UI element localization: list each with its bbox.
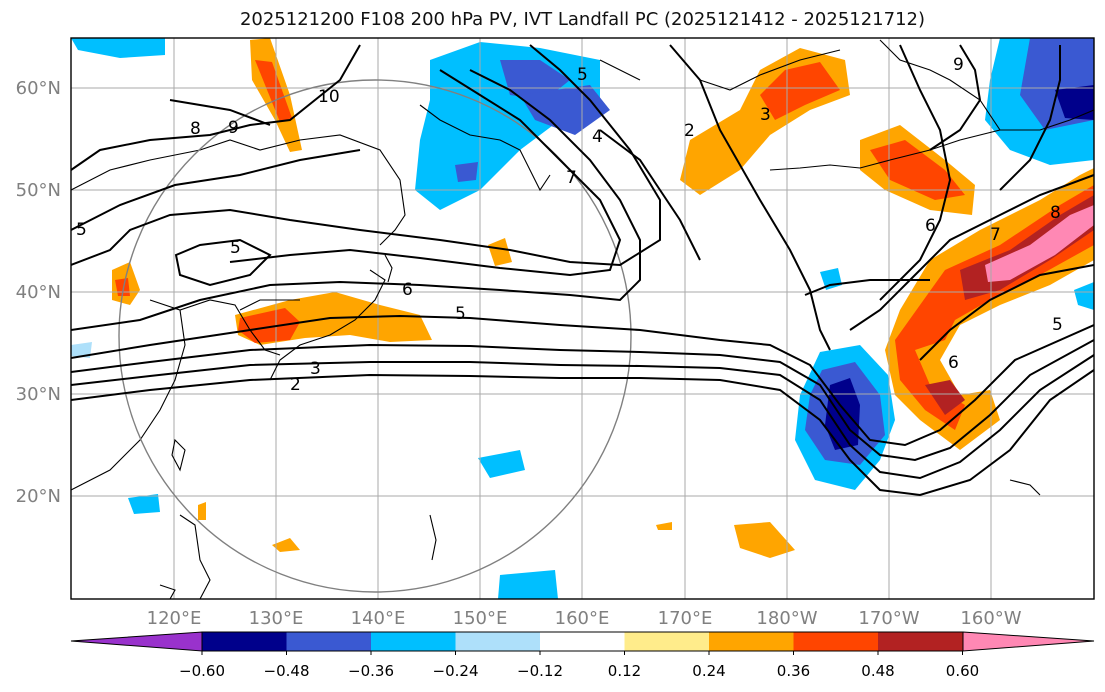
lat-label: 60°N [16, 78, 61, 99]
contour-label: 8 [1050, 203, 1061, 223]
contour-label: 4 [592, 127, 603, 147]
lat-label: 30°N [16, 384, 61, 405]
lon-label: 150°E [453, 608, 508, 629]
contour-label: 5 [76, 220, 87, 240]
lat-label: 20°N [16, 486, 61, 507]
contour-label: 3 [760, 105, 771, 125]
lon-label: 140°E [351, 608, 406, 629]
contour-label-layer: 10 9 8 2 3 4 5 6 7 3 2 5 6 5 5 6 7 8 9 5 [76, 55, 1063, 395]
lon-axis-labels: 120°E 130°E 140°E 150°E 160°E 170°E 180°… [147, 608, 1022, 629]
lon-label: 130°E [249, 608, 304, 629]
coastlines [71, 39, 1094, 599]
lon-label: 160°W [960, 608, 1021, 629]
colorbar-extend-high [962, 631, 1095, 652]
contour-label: 10 [318, 87, 340, 107]
lat-axis-labels: 60°N 50°N 40°N 30°N 20°N [16, 78, 61, 507]
lon-label: 170°W [858, 608, 919, 629]
colorbar-tick-labels: −0.60 −0.48 −0.36 −0.24 −0.12 0.12 0.24 … [179, 662, 979, 680]
colorbar-tick-label: −0.60 [179, 662, 225, 680]
contour-label: 2 [684, 121, 695, 141]
colorbar-tick-label: 0.36 [777, 662, 810, 680]
lon-label: 160°E [555, 608, 610, 629]
contour-label: 3 [310, 359, 321, 379]
colorbar-tick-label: −0.24 [433, 662, 479, 680]
map-frame [70, 37, 1095, 600]
contour-label: 7 [566, 168, 577, 188]
contour-label: 9 [953, 55, 964, 75]
contour-label: 6 [402, 280, 413, 300]
colorbar: −0.60 −0.48 −0.36 −0.24 −0.12 0.12 0.24 … [70, 631, 1095, 680]
contour-label: 5 [455, 304, 466, 324]
figure-title: 2025121200 F108 200 hPa PV, IVT Landfall… [239, 9, 926, 30]
contour-label: 2 [290, 375, 301, 395]
colorbar-tick-label: 0.24 [692, 662, 725, 680]
landfall-region-circle [118, 79, 632, 593]
lat-label: 40°N [16, 282, 61, 303]
contour-label: 5 [577, 65, 588, 85]
contour-label: 7 [990, 225, 1001, 245]
height-contours [71, 44, 1094, 497]
lon-label: 120°E [147, 608, 202, 629]
contour-label: 9 [228, 118, 239, 138]
lon-label: 170°E [658, 608, 713, 629]
contour-label: 8 [190, 119, 201, 139]
colorbar-tick-label: 0.60 [946, 662, 979, 680]
contour-label: 5 [1052, 315, 1063, 335]
colorbar-tick-label: −0.48 [264, 662, 310, 680]
colorbar-tick-label: 0.48 [861, 662, 894, 680]
contour-label: 6 [925, 216, 936, 236]
lon-label: 180°W [756, 608, 817, 629]
colorbar-tick-label: 0.12 [608, 662, 641, 680]
contour-label: 5 [230, 238, 241, 258]
colorbar-tick-label: −0.36 [348, 662, 394, 680]
map-panel [71, 38, 1094, 599]
colorbar-extend-low [70, 631, 203, 652]
contour-label: 6 [948, 353, 959, 373]
lat-label: 50°N [16, 180, 61, 201]
colorbar-tick-label: −0.12 [517, 662, 563, 680]
